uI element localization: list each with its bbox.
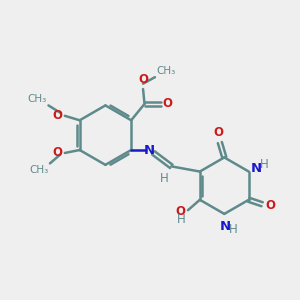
Text: O: O — [162, 98, 172, 110]
Text: N: N — [251, 162, 262, 175]
Text: O: O — [52, 109, 62, 122]
Text: CH₃: CH₃ — [28, 94, 47, 104]
Text: CH₃: CH₃ — [156, 66, 176, 76]
Text: H: H — [229, 224, 238, 236]
Text: O: O — [213, 126, 224, 139]
Text: O: O — [138, 73, 148, 86]
Text: N: N — [219, 220, 230, 233]
Text: CH₃: CH₃ — [29, 165, 49, 175]
Text: N: N — [143, 143, 155, 157]
Text: H: H — [160, 172, 169, 185]
Text: O: O — [176, 205, 186, 218]
Text: O: O — [266, 199, 276, 212]
Text: H: H — [260, 158, 269, 171]
Text: O: O — [52, 146, 62, 160]
Text: H: H — [177, 213, 186, 226]
